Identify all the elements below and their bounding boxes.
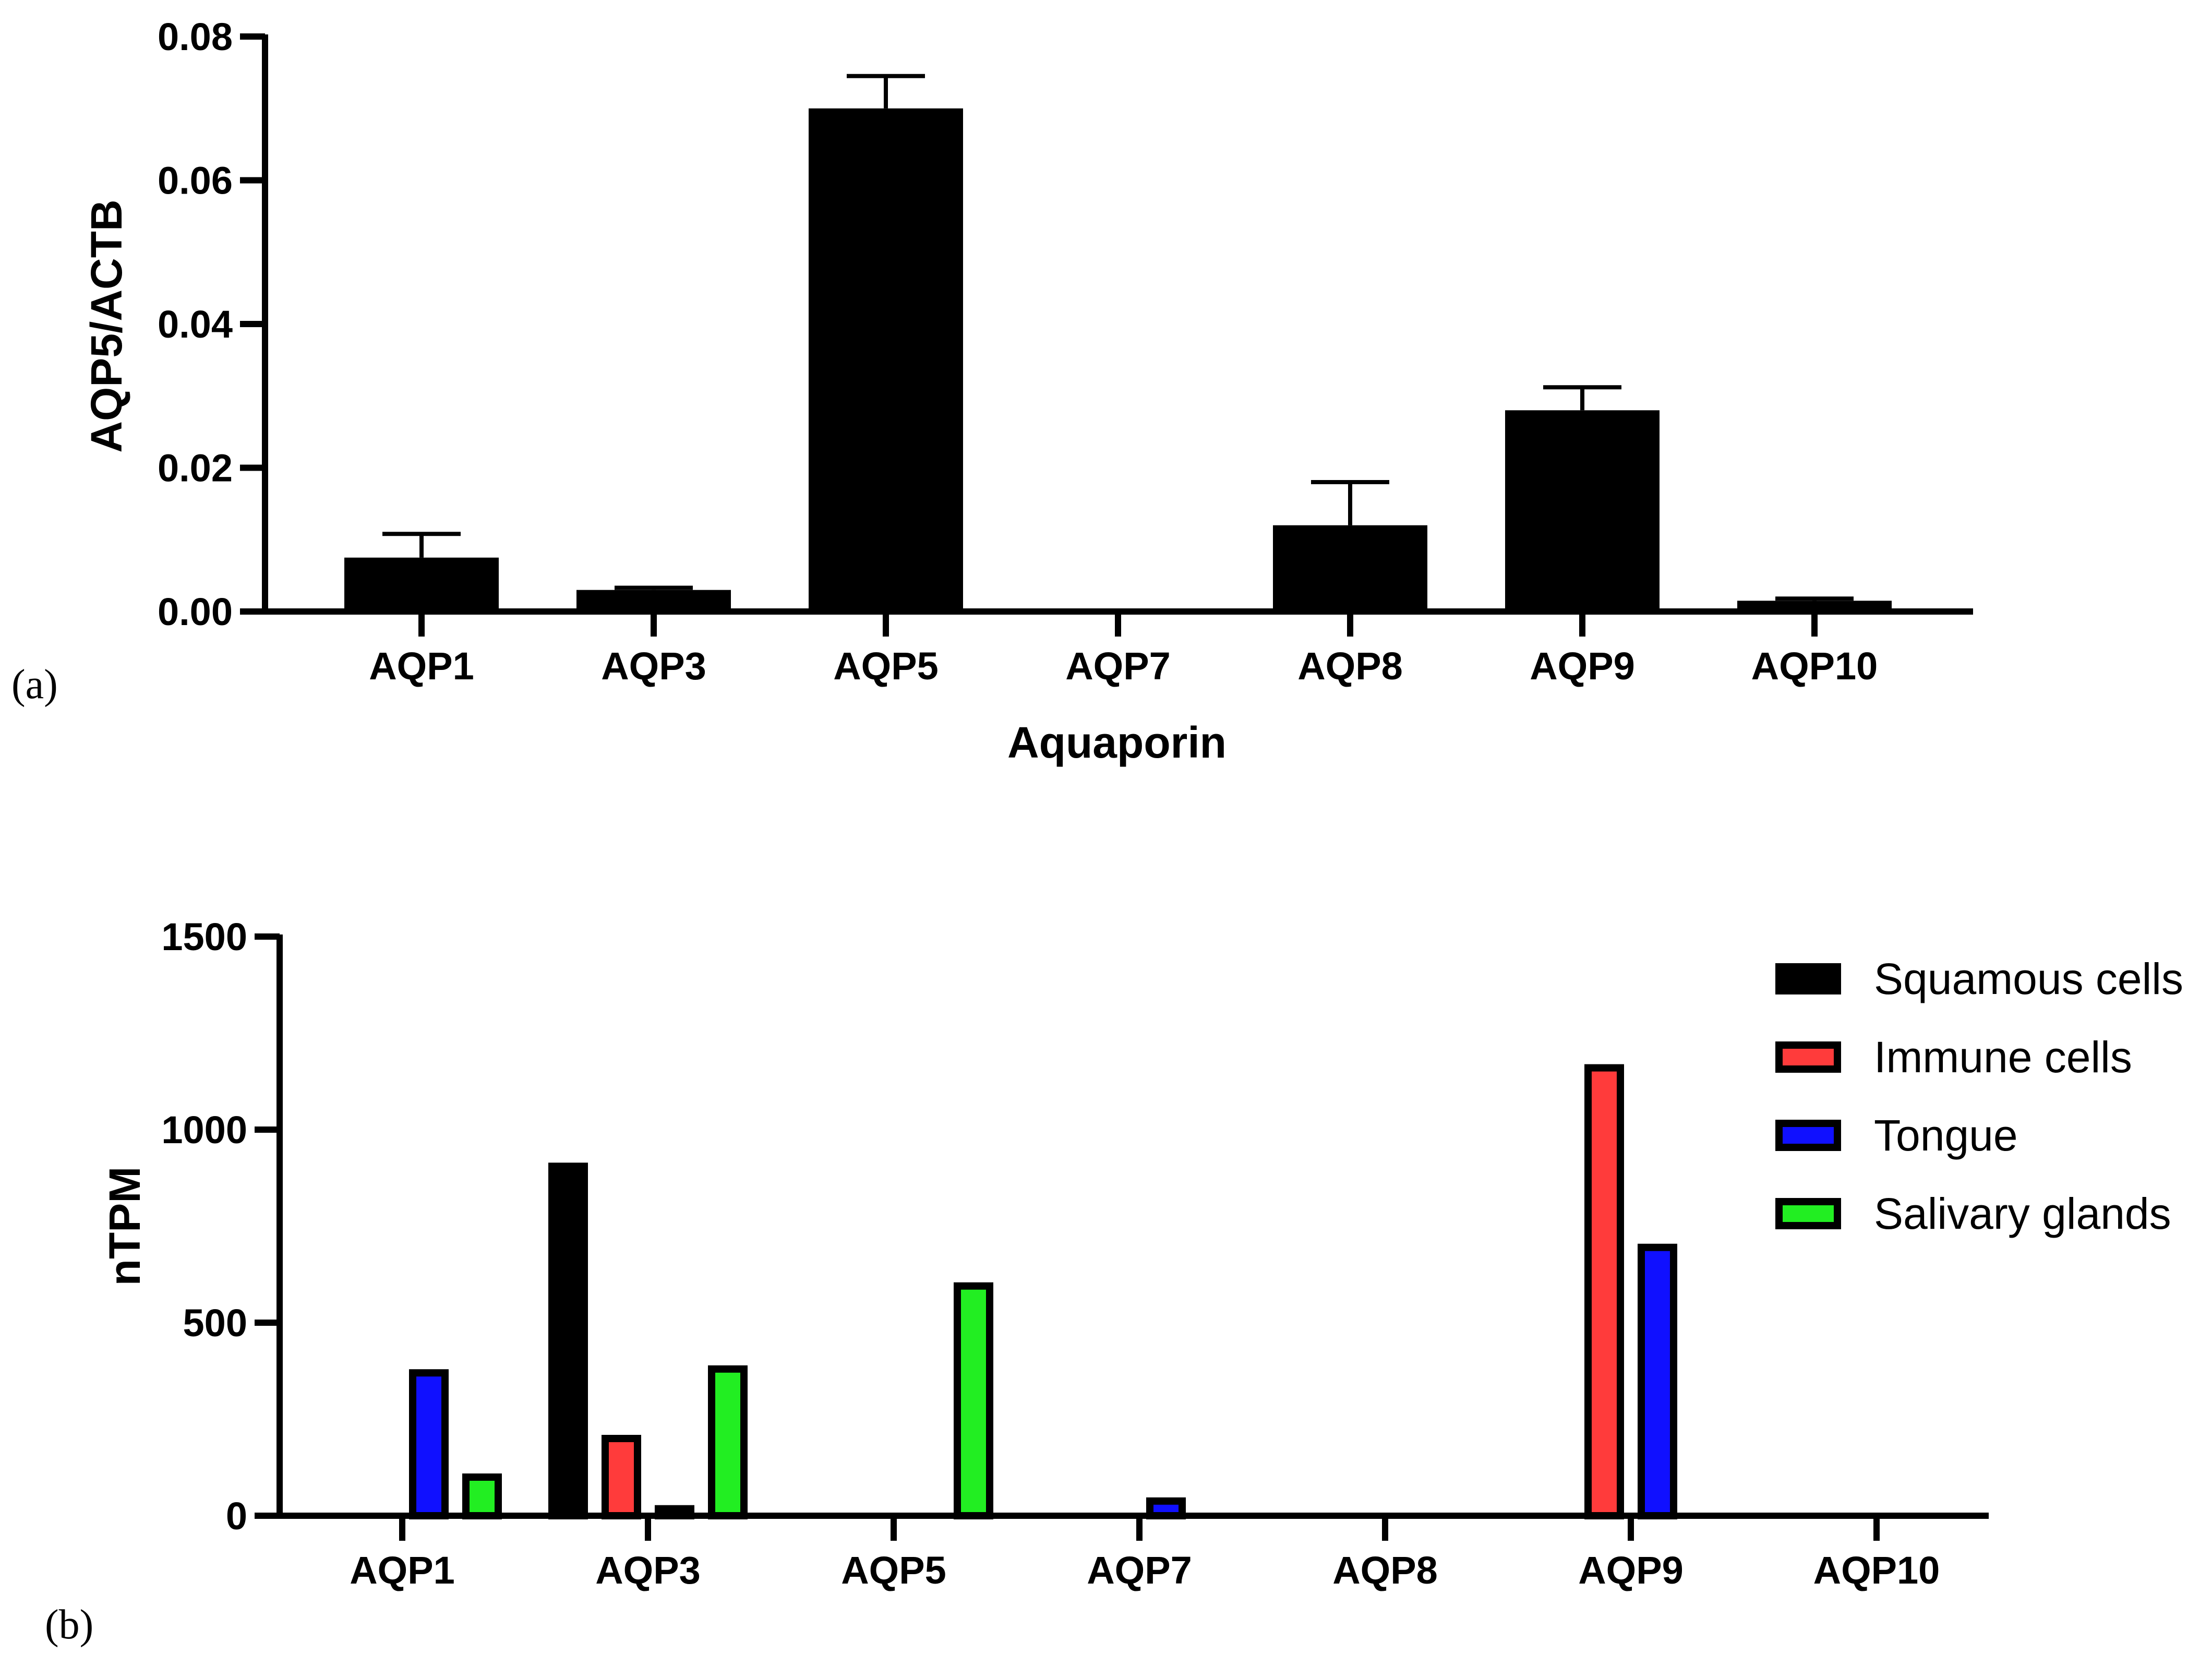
x-tick-label: AQP8 (1332, 1549, 1438, 1592)
x-tick-label: AQP9 (1578, 1549, 1684, 1592)
x-tick-label: AQP1 (350, 1549, 455, 1592)
x-tick-label: AQP7 (1065, 644, 1171, 688)
legend-swatch-tongue (1775, 1120, 1841, 1151)
x-tick-label: AQP9 (1530, 644, 1635, 688)
bar-squamous-cells (548, 1162, 588, 1520)
y-tick-label: 0.08 (158, 15, 233, 58)
panel-label-b: (b) (45, 1602, 93, 1648)
x-tick-label: AQP8 (1297, 644, 1403, 688)
y-axis-title: AQP5/ACTB (82, 199, 131, 452)
x-tick-label: AQP1 (369, 644, 474, 688)
bar (1737, 601, 1892, 612)
x-tick-label: AQP5 (841, 1549, 946, 1592)
x-tick-label: AQP3 (601, 644, 706, 688)
bar-immune-cells (602, 1435, 641, 1519)
bar-tongue (409, 1369, 449, 1519)
bar-salivary-glands (954, 1282, 993, 1519)
x-tick-label: AQP10 (1751, 644, 1878, 688)
y-tick-label: 0.04 (158, 303, 233, 346)
bar-salivary-glands (462, 1473, 502, 1519)
bar (809, 108, 963, 612)
legend-label: Squamous cells (1874, 954, 2183, 1003)
y-tick-label: 500 (183, 1301, 247, 1345)
legend-swatch-immune-cells (1775, 1041, 1841, 1073)
bar (576, 590, 731, 612)
legend: Squamous cells Immune cells Tongue Salivary… (1775, 954, 2183, 1238)
bar (1273, 525, 1427, 612)
y-tick-label: 0.00 (158, 590, 233, 633)
legend-label: Salivary glands (1874, 1189, 2171, 1238)
bar-immune-cells (1584, 1064, 1624, 1519)
chart-panel-b: 0 500 1000 1500 AQP1 AQP3 AQP5 AQP7 AQP8 AQP9 AQP1… (45, 915, 2183, 1648)
bar (344, 557, 499, 612)
legend-swatch-squamous-cells (1775, 963, 1841, 994)
legend-label: Tongue (1874, 1111, 2018, 1160)
panel-label-a: (a) (11, 662, 58, 708)
x-tick-label: AQP5 (833, 644, 939, 688)
bar (1505, 410, 1660, 612)
y-axis-title: nTPM (100, 1167, 149, 1286)
y-tick-label: 1500 (161, 915, 247, 958)
y-tick-label: 0.02 (158, 447, 233, 490)
legend-label: Immune cells (1874, 1033, 2132, 1082)
bar-salivary-glands (708, 1365, 748, 1520)
y-tick-label: 0.06 (158, 159, 233, 202)
chart-panel-a: 0.00 0.02 0.04 0.06 0.08 AQP1 AQP3 AQP5 AQP7 AQP8… (11, 15, 1973, 767)
bar-tongue (1638, 1243, 1677, 1519)
y-tick-label: 0 (226, 1494, 247, 1538)
legend-swatch-salivary-glands (1775, 1198, 1841, 1229)
x-axis-title: Aquaporin (1007, 718, 1227, 767)
x-tick-label: AQP3 (595, 1549, 701, 1592)
y-tick-label: 1000 (161, 1108, 247, 1152)
x-tick-label: AQP7 (1087, 1549, 1192, 1592)
x-tick-label: AQP10 (1813, 1549, 1940, 1592)
